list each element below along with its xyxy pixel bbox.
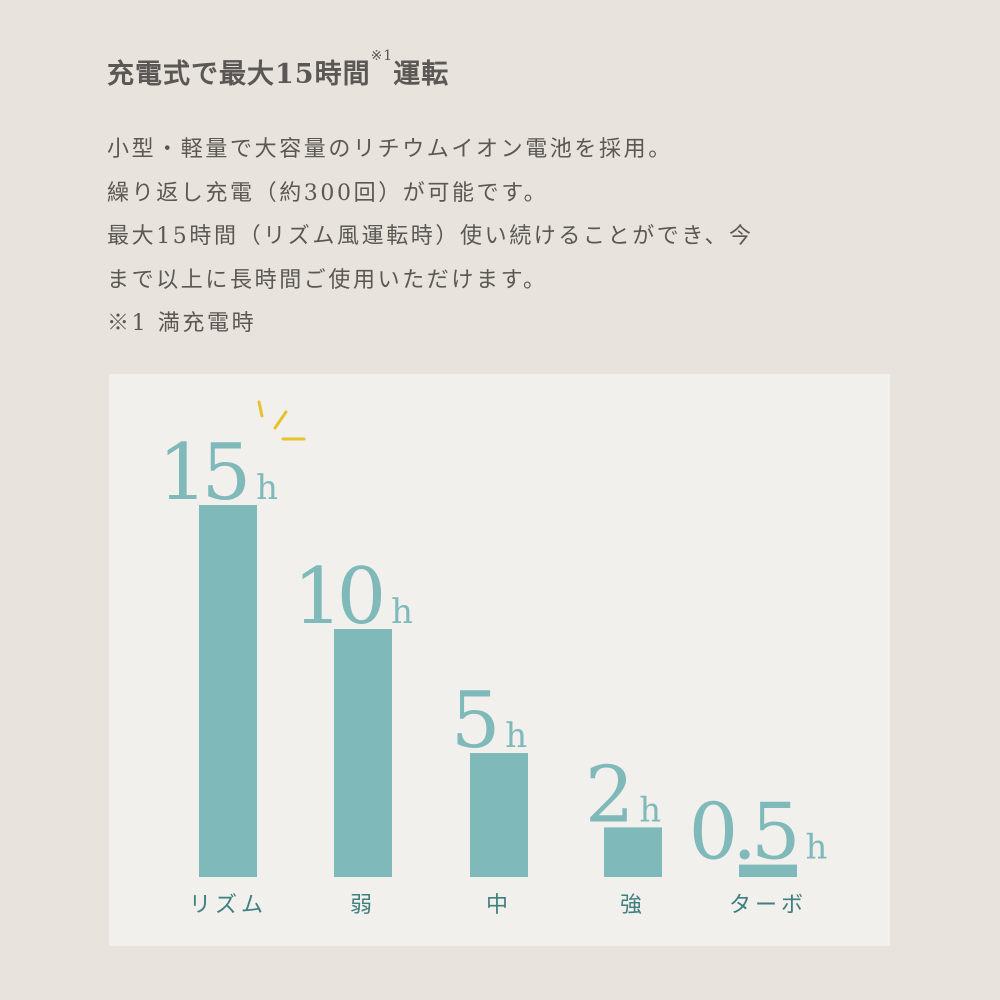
category-label-1: リズム xyxy=(189,893,267,918)
data-label-1: 15 h xyxy=(158,428,278,518)
title-suffix: 運転 xyxy=(393,59,450,90)
data-label-3: 5 h xyxy=(451,676,527,766)
data-label-2: 10 h xyxy=(293,552,413,642)
description-line: 最大15時間（リズム風運転時）使い続けることができ、今 xyxy=(107,224,754,249)
bar-4 xyxy=(604,827,662,877)
category-label-3: 中 xyxy=(486,893,512,918)
description: 小型・軽量で大容量のリチウムイオン電池を採用。 繰り返し充電（約300回）が可能… xyxy=(107,128,754,346)
footnote: ※1 満充電時 xyxy=(107,311,257,336)
bar-1 xyxy=(199,505,257,877)
category-label-4: 強 xyxy=(620,893,646,918)
category-label-5: ターボ xyxy=(729,893,807,918)
data-label-4: 2 h xyxy=(585,750,661,840)
sparkle-ray-2 xyxy=(273,410,288,430)
description-line: 小型・軽量で大容量のリチウムイオン電池を採用。 xyxy=(107,137,673,162)
page-title: 充電式で最大15時間※1運転 xyxy=(107,48,450,91)
category-label-2: 弱 xyxy=(350,893,376,918)
bar-2 xyxy=(334,629,392,877)
data-label-5: 0.5 h xyxy=(689,788,828,878)
title-main: 充電式で最大15時間 xyxy=(107,59,371,90)
description-line: 繰り返し充電（約300回）が可能です。 xyxy=(107,180,549,206)
bar-5 xyxy=(739,864,797,877)
title-footnote-mark: ※1 xyxy=(370,48,394,64)
sparkle-ray-1 xyxy=(257,400,264,418)
bar-3 xyxy=(470,753,528,877)
description-line: まで以上に長時間ご使用いただけます。 xyxy=(107,267,548,293)
